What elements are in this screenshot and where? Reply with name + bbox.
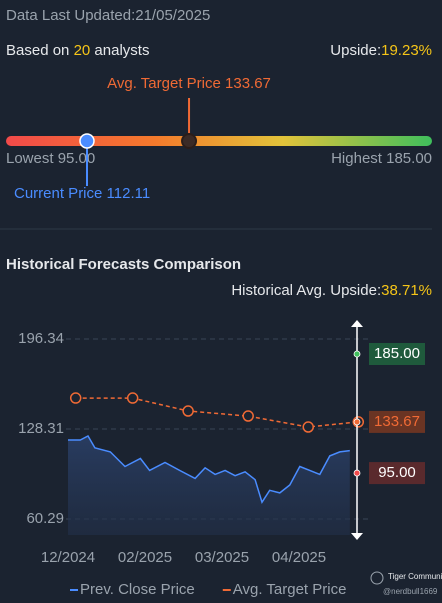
watermark-brand: Tiger Community [388,572,442,581]
avg-upside-label: Historical Avg. Upside: [231,282,381,299]
y-tick-label: 60.29 [26,510,64,527]
based-suffix: analysts [94,42,149,59]
gauge-bar [6,136,432,146]
cursor-value: 185.00 [374,345,420,362]
legend-label: Avg. Target Price [233,581,347,598]
based-prefix: Based on [6,42,69,59]
cursor-badge [369,410,425,433]
target-point [182,405,194,417]
gauge-current-label: Current Price 112.11 [14,185,150,202]
y-tick-label: 128.31 [18,420,64,437]
cursor-dot [353,418,361,426]
area-fill [68,436,350,535]
upside: Upside:19.23% [330,42,432,59]
cursor-value: 95.00 [378,464,416,481]
watermark-icon [370,571,384,585]
watermark-user: @nerdbull1669 [383,587,438,596]
price-line [68,435,350,504]
target-point [242,410,254,422]
target-line [75,397,359,428]
target-point [126,392,139,404]
upside-label: Upside: [330,42,381,59]
cursor-badge [369,343,425,366]
analyst-count: 20 [74,42,91,59]
cursor-top [351,320,363,327]
x-tick-label: 03/2025 [195,549,249,566]
gauge-current-marker [79,133,95,149]
avg-upside: Historical Avg. Upside:38.71% [231,282,432,299]
based-on: Based on 20 analysts [6,42,149,59]
cursor-dot [353,350,361,358]
x-tick-label: 12/2024 [41,549,95,566]
legend-label: Prev. Close Price [80,581,195,598]
x-tick-label: 04/2025 [272,549,326,566]
cursor-bottom [351,533,363,540]
cursor-dot [353,469,361,477]
gauge-target-marker [181,133,198,149]
target-point [302,421,314,433]
gauge-lowest: Lowest 95.00 [6,150,95,167]
cursor-badge [369,462,425,485]
x-tick-label: 02/2025 [118,549,172,566]
gauge-target-label: Avg. Target Price 133.67 [107,75,271,92]
section-title: Historical Forecasts Comparison [6,256,241,273]
avg-upside-value: 38.71% [381,282,432,299]
upside-value: 19.23% [381,42,432,59]
updated: Data Last Updated:21/05/2025 [6,7,210,24]
cursor-value: 133.67 [374,413,420,430]
target-point [69,392,82,404]
y-tick-label: 196.34 [18,330,64,347]
gauge-highest: Highest 185.00 [331,150,432,167]
